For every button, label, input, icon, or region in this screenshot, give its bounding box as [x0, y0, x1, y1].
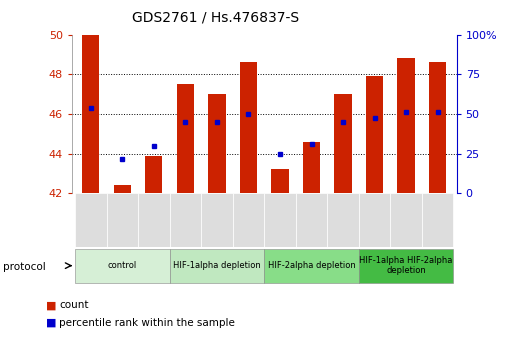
Bar — [113, 185, 131, 193]
Bar — [271, 169, 289, 193]
Text: HIF-2alpha depletion: HIF-2alpha depletion — [268, 261, 356, 270]
Text: ■: ■ — [46, 300, 56, 310]
Bar — [303, 142, 320, 193]
Bar — [429, 62, 446, 193]
Bar — [82, 34, 100, 193]
Bar — [208, 94, 226, 193]
Bar — [334, 94, 352, 193]
Text: count: count — [59, 300, 89, 310]
Bar — [170, 248, 264, 283]
Text: HIF-1alpha depletion: HIF-1alpha depletion — [173, 261, 261, 270]
Bar — [233, 193, 264, 247]
Bar — [201, 193, 233, 247]
Text: ■: ■ — [46, 318, 56, 327]
Bar — [390, 193, 422, 247]
Bar — [138, 193, 170, 247]
Bar — [264, 248, 359, 283]
Bar — [366, 76, 383, 193]
Bar — [107, 193, 138, 247]
Bar — [170, 193, 201, 247]
Bar — [398, 58, 415, 193]
Bar — [422, 193, 453, 247]
Text: percentile rank within the sample: percentile rank within the sample — [59, 318, 235, 327]
Bar — [359, 193, 390, 247]
Bar — [75, 248, 170, 283]
Bar — [327, 193, 359, 247]
Text: HIF-1alpha HIF-2alpha
depletion: HIF-1alpha HIF-2alpha depletion — [360, 256, 453, 275]
Text: protocol: protocol — [3, 263, 45, 272]
Bar — [75, 193, 107, 247]
Bar — [295, 193, 327, 247]
Text: GDS2761 / Hs.476837-S: GDS2761 / Hs.476837-S — [132, 10, 299, 24]
Bar — [240, 62, 257, 193]
Text: control: control — [108, 261, 137, 270]
Bar — [264, 193, 295, 247]
Bar — [145, 156, 163, 193]
Bar — [359, 248, 453, 283]
Bar — [176, 84, 194, 193]
